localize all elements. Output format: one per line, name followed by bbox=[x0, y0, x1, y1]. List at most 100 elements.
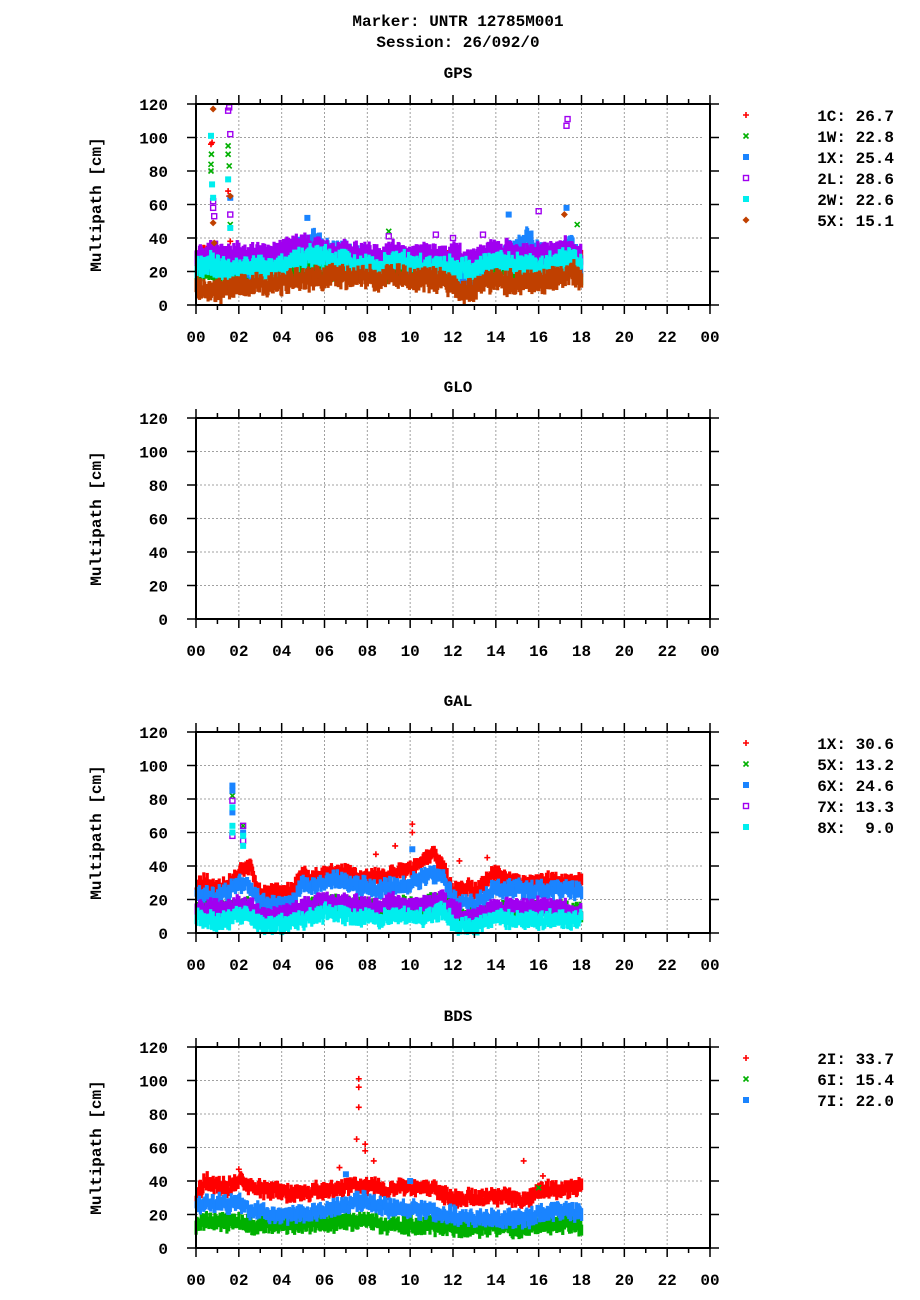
gal-1x-point bbox=[198, 875, 202, 888]
gal-1x-point bbox=[513, 873, 517, 883]
gal-1x-point bbox=[201, 879, 205, 892]
glo-xtick-label: 02 bbox=[229, 643, 248, 661]
gal-5x-point bbox=[317, 896, 321, 911]
gps-ytick-label: 120 bbox=[139, 97, 168, 115]
gal-7x-point bbox=[542, 904, 546, 917]
gal-1x-point bbox=[205, 872, 209, 885]
gal-7x-point bbox=[285, 903, 289, 917]
gal-1x-point bbox=[364, 868, 369, 881]
gps-5x-outlier-point bbox=[226, 192, 234, 200]
glo-xtick-label: 12 bbox=[443, 643, 462, 661]
gps-2l-outlier-point bbox=[211, 213, 218, 220]
gal-7x-point bbox=[440, 893, 444, 904]
gps-1w-outlier-point bbox=[225, 151, 232, 158]
gps-5x-point bbox=[548, 269, 552, 280]
gps-5x-point bbox=[239, 282, 243, 295]
glo-ylabel: Multipath [cm] bbox=[88, 451, 106, 585]
gal-6x-point bbox=[400, 883, 405, 894]
gps-xtick-label: 16 bbox=[529, 329, 548, 347]
gal-7x-point bbox=[556, 902, 560, 916]
gps-2w-point bbox=[309, 246, 313, 257]
gps-5x-point bbox=[206, 288, 210, 302]
gal-8x-point bbox=[221, 917, 225, 931]
gal-7x-point bbox=[341, 897, 346, 909]
gal-7x-point bbox=[515, 898, 519, 909]
gal-1x-point bbox=[420, 858, 424, 868]
gal-1x-point bbox=[580, 873, 584, 886]
gps-5x-point bbox=[519, 278, 523, 296]
gps-5x-point bbox=[212, 280, 216, 291]
gal-7x-point bbox=[391, 891, 395, 903]
gal-6x-point bbox=[550, 880, 554, 892]
gps-2w-point bbox=[414, 260, 418, 274]
gps-ytick-label: 60 bbox=[149, 198, 168, 216]
gal-6x-point bbox=[388, 876, 393, 888]
gal-6x-point bbox=[418, 872, 422, 882]
gal-1x-point bbox=[401, 863, 406, 873]
gal-8x-point bbox=[209, 909, 213, 922]
gps-2w-point bbox=[474, 259, 478, 270]
gal-1x-point bbox=[293, 883, 297, 897]
gps-2w-point bbox=[566, 255, 570, 270]
gal-7x-point bbox=[546, 904, 550, 917]
gps-2l-point bbox=[267, 245, 271, 257]
gal-6x-point bbox=[285, 895, 289, 906]
gal-6x-outlier-point bbox=[229, 782, 236, 789]
gps-2l-point bbox=[355, 245, 359, 258]
gal-7x-point bbox=[558, 898, 562, 912]
gal-series-7x bbox=[194, 797, 584, 928]
gps-2w-point bbox=[204, 259, 208, 274]
gps-5x-outlier-point bbox=[209, 105, 217, 113]
gal-1x-point bbox=[233, 869, 237, 881]
gal-7x-point bbox=[387, 892, 391, 904]
gps-xtick-label: 00 bbox=[700, 329, 719, 347]
gps-ytick-label: 20 bbox=[149, 265, 168, 283]
gal-1x-point bbox=[432, 845, 436, 857]
gps-2l-point bbox=[302, 239, 306, 257]
gal-6x-outlier-point bbox=[409, 846, 416, 853]
gps-2w-outlier-point bbox=[210, 194, 217, 201]
gps-5x-point bbox=[507, 270, 511, 285]
gps-5x-point bbox=[401, 264, 406, 280]
gps-2w-point bbox=[540, 255, 544, 268]
gps-5x-point bbox=[364, 274, 368, 290]
gal-6x-point bbox=[527, 889, 531, 903]
gal-6x-point bbox=[538, 888, 543, 897]
gal-6x-outlier-point bbox=[229, 809, 236, 816]
gal-7x-point bbox=[368, 899, 372, 908]
gal-7x-point bbox=[251, 897, 255, 910]
gps-2l-point bbox=[368, 245, 372, 256]
gal-8x-point bbox=[226, 916, 230, 930]
gps-1c-outlier-point bbox=[225, 188, 232, 195]
figure-title-marker: Marker: UNTR 12785M001 bbox=[352, 13, 563, 31]
gal-8x-point bbox=[331, 908, 335, 919]
glo-xtick-label: 06 bbox=[315, 643, 334, 661]
gps-2w-outlier-point bbox=[207, 132, 214, 139]
gps-5x-point bbox=[339, 276, 343, 290]
gal-6x-point bbox=[452, 889, 456, 901]
gal-6x-point bbox=[355, 887, 359, 898]
gal-6x-point bbox=[272, 895, 276, 906]
gps-5x-outlier-point bbox=[210, 239, 218, 247]
gps-2l-outlier-point bbox=[564, 115, 571, 123]
gps-2w-point bbox=[560, 257, 564, 272]
gps-xtick-label: 00 bbox=[186, 329, 205, 347]
gps-2l-point bbox=[325, 239, 329, 251]
gps-2w-point bbox=[476, 266, 480, 283]
gal-6x-point bbox=[356, 875, 360, 887]
gal-8x-point bbox=[263, 924, 267, 936]
gal-6x-point bbox=[529, 887, 533, 900]
gps-5x-point bbox=[315, 275, 319, 287]
gps-2w-point bbox=[315, 252, 319, 267]
gps-1x-point bbox=[580, 261, 584, 278]
gps-2w-point bbox=[463, 263, 467, 279]
gal-6x-point bbox=[505, 885, 509, 898]
gps-5x-point bbox=[216, 288, 220, 301]
gal-6x-point bbox=[508, 878, 512, 889]
gal-1x-point bbox=[504, 876, 508, 889]
gps-5x-point bbox=[269, 283, 273, 292]
gps-2l-point bbox=[531, 244, 535, 258]
gps-2w-point bbox=[472, 268, 477, 283]
gps-5x-point bbox=[250, 281, 254, 294]
